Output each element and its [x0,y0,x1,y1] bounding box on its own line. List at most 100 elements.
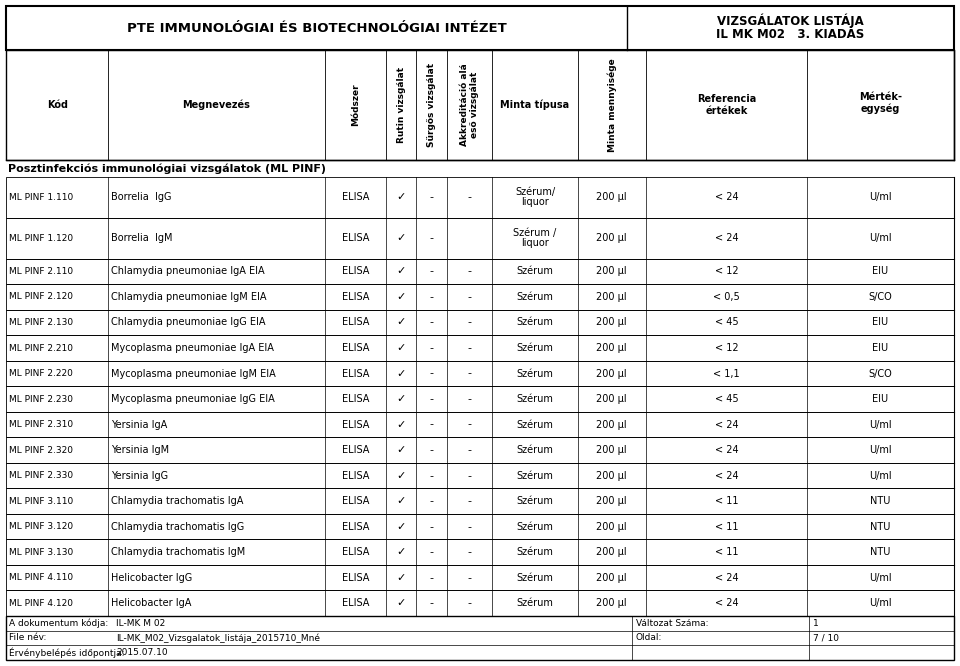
Text: ML PINF 4.110: ML PINF 4.110 [9,573,73,582]
Text: Szérum: Szérum [516,368,553,378]
Text: -: - [430,445,434,455]
Text: 200 µl: 200 µl [596,343,627,353]
Text: -: - [430,496,434,506]
Text: Szérum: Szérum [516,547,553,557]
Text: Szérum: Szérum [516,573,553,583]
Bar [6,177,954,218]
Text: Chlamydia pneumoniae IgG EIA: Chlamydia pneumoniae IgG EIA [111,318,266,328]
Text: ✓: ✓ [396,318,406,328]
Text: Mérték-: Mérték- [859,92,902,102]
Text: -: - [430,547,434,557]
Text: U/ml: U/ml [869,192,892,202]
Text: < 12: < 12 [714,343,738,353]
Text: < 24: < 24 [714,598,738,608]
Text: ELISA: ELISA [342,445,369,455]
Text: U/ml: U/ml [869,233,892,243]
Text: < 11: < 11 [715,547,738,557]
Text: EIU: EIU [873,318,889,328]
Text: 200 µl: 200 µl [596,318,627,328]
Bar [6,488,954,514]
Text: < 24: < 24 [714,573,738,583]
Text: -: - [468,573,471,583]
Text: -: - [430,471,434,481]
Text: ✓: ✓ [396,445,406,455]
Text: -: - [430,420,434,430]
Text: 200 µl: 200 µl [596,573,627,583]
Text: 200 µl: 200 µl [596,445,627,455]
Text: ✓: ✓ [396,521,406,531]
Text: 200 µl: 200 µl [596,266,627,276]
Text: S/CO: S/CO [869,368,893,378]
Bar [6,258,954,284]
Text: U/ml: U/ml [869,598,892,608]
Text: ML PINF 2.130: ML PINF 2.130 [9,318,73,327]
Text: Yersinia IgA: Yersinia IgA [111,420,168,430]
Text: 200 µl: 200 µl [596,598,627,608]
Text: ML PINF 2.320: ML PINF 2.320 [9,446,73,455]
Text: Szérum: Szérum [516,521,553,531]
Text: Változat Száma:: Változat Száma: [636,619,708,628]
Text: ELISA: ELISA [342,394,369,404]
Text: EIU: EIU [873,266,889,276]
Text: ML PINF 1.110: ML PINF 1.110 [9,193,73,202]
Text: Helicobacter IgG: Helicobacter IgG [111,573,193,583]
Text: Akkreditáció alá
eső vizsgálat: Akkreditáció alá eső vizsgálat [460,64,479,147]
Bar [6,218,954,258]
Text: IL-MK M 02: IL-MK M 02 [116,619,165,628]
Text: < 11: < 11 [715,496,738,506]
Text: Borrelia  IgM: Borrelia IgM [111,233,173,243]
Text: Sürgős vizsgálat: Sürgős vizsgálat [427,63,436,147]
Text: Szérum: Szérum [516,394,553,404]
Text: < 45: < 45 [714,394,738,404]
Text: Chlamydia trachomatis IgG: Chlamydia trachomatis IgG [111,521,245,531]
Text: ML PINF 2.310: ML PINF 2.310 [9,420,73,429]
Text: S/CO: S/CO [869,292,893,302]
Text: Mycoplasma pneumoniae IgA EIA: Mycoplasma pneumoniae IgA EIA [111,343,275,353]
Text: U/ml: U/ml [869,420,892,430]
Text: 200 µl: 200 µl [596,292,627,302]
Text: ✓: ✓ [396,233,406,243]
Bar [6,539,954,565]
Bar [6,386,954,412]
Text: -: - [430,394,434,404]
Text: < 1,1: < 1,1 [713,368,740,378]
Text: < 24: < 24 [714,420,738,430]
Text: IL MK M02   3. KIADÁS: IL MK M02 3. KIADÁS [716,29,865,41]
Text: -: - [430,318,434,328]
Text: -: - [430,266,434,276]
Text: ✓: ✓ [396,547,406,557]
Bar [6,616,954,660]
Text: U/ml: U/ml [869,471,892,481]
Text: -: - [430,573,434,583]
Bar [6,310,954,335]
Text: Szérum: Szérum [516,292,553,302]
Text: ✓: ✓ [396,394,406,404]
Text: ELISA: ELISA [342,292,369,302]
Text: Rutin vizsgálat: Rutin vizsgálat [396,67,406,143]
Text: Minta típusa: Minta típusa [500,100,569,111]
Text: Érvénybelépés időpontja:: Érvénybelépés időpontja: [9,647,125,658]
Text: 200 µl: 200 µl [596,521,627,531]
Text: Szérum: Szérum [516,598,553,608]
Text: 200 µl: 200 µl [596,547,627,557]
Text: Szérum: Szérum [516,318,553,328]
Text: -: - [468,471,471,481]
Text: Szérum: Szérum [516,343,553,353]
Text: < 45: < 45 [714,318,738,328]
Text: ELISA: ELISA [342,471,369,481]
Text: A dokumentum kódja:: A dokumentum kódja: [9,619,108,628]
Bar [6,565,954,591]
Bar [6,463,954,488]
Text: < 11: < 11 [715,521,738,531]
Text: -: - [430,343,434,353]
Text: ELISA: ELISA [342,521,369,531]
Text: -: - [468,420,471,430]
Text: ELISA: ELISA [342,598,369,608]
Text: Yersinia IgM: Yersinia IgM [111,445,170,455]
Text: ML PINF 3.130: ML PINF 3.130 [9,547,73,557]
Text: ELISA: ELISA [342,547,369,557]
Text: PTE IMMUNOLÓGIAI ÉS BIOTECHNOLÓGIAI INTÉZET: PTE IMMUNOLÓGIAI ÉS BIOTECHNOLÓGIAI INTÉ… [127,21,506,35]
Text: -: - [468,445,471,455]
Text: ELISA: ELISA [342,192,369,202]
Text: ML PINF 3.120: ML PINF 3.120 [9,522,73,531]
